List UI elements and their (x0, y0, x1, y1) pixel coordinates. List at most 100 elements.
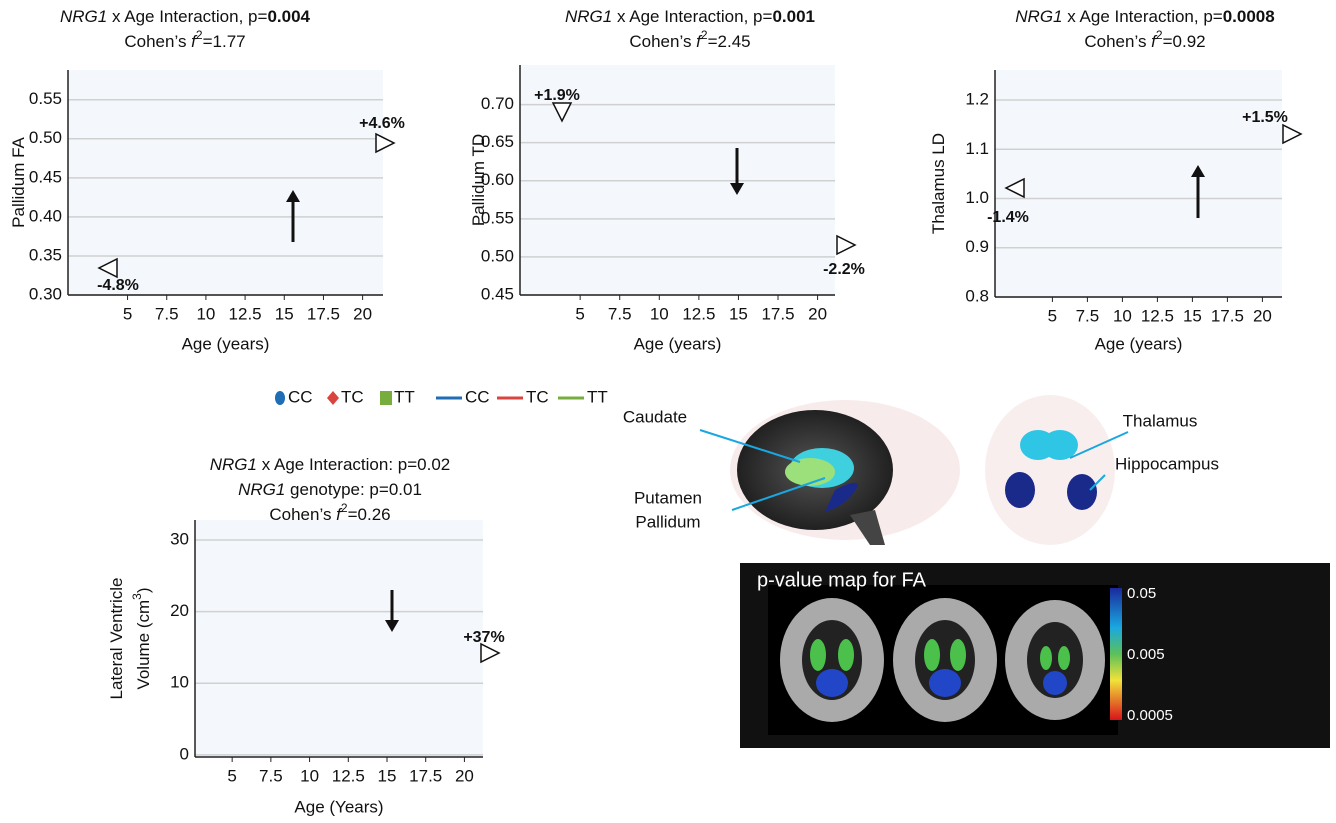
text-part: f (191, 32, 198, 51)
x-tick-label: 10 (1113, 306, 1132, 325)
text-part: 2 (341, 501, 348, 515)
y-tick-label: 20 (170, 601, 189, 620)
x-tick-label: 17.5 (409, 766, 442, 785)
label-hippocampus: Hippocampus (1115, 454, 1219, 473)
text-part: x Age Interaction, p= (1063, 7, 1223, 26)
legend-label: TT (587, 387, 608, 406)
y-axis-label: Lateral Ventricle (107, 578, 126, 700)
y-tick-label: 0.70 (481, 94, 514, 113)
text-part: NRG1 (565, 7, 612, 26)
text-part: ) (134, 587, 153, 593)
x-tick-label: 15 (275, 304, 294, 323)
arrow-head (730, 183, 744, 195)
legend-label: TT (394, 387, 415, 406)
legend-marker (275, 391, 285, 405)
text-part: 0.0008 (1223, 7, 1275, 26)
text-part: NRG1 (210, 455, 257, 474)
x-tick-label: 12.5 (682, 304, 715, 323)
text-part: x Age Interaction, p= (612, 7, 772, 26)
x-tick-label: 7.5 (259, 766, 283, 785)
chart-title: NRG1 x Age Interaction, p=0.0008 (1015, 7, 1274, 26)
y-tick-label: 0.55 (29, 89, 62, 108)
text-part: NRG1 (60, 7, 107, 26)
x-axis-label: Age (Years) (294, 797, 383, 816)
x-tick-label: 15 (1183, 306, 1202, 325)
colorbar-label: 0.005 (1127, 646, 1165, 663)
y-tick-label: 0.50 (481, 246, 514, 265)
label-pallidum: Pallidum (635, 512, 700, 531)
chart-title: Cohen’s f2=0.26 (269, 501, 390, 524)
text-part: Cohen’s (629, 32, 696, 51)
annotation: +37% (463, 629, 504, 646)
annotation: +4.6% (359, 115, 405, 132)
label-putamen: Putamen (634, 488, 702, 507)
text-part: =1.77 (203, 32, 246, 51)
text-part: 2 (196, 28, 203, 42)
text-part: 0.004 (267, 7, 310, 26)
x-tick-label: 10 (300, 766, 319, 785)
map-title: p-value map for FA (757, 569, 927, 591)
text-part: 3 (130, 593, 144, 600)
plot-area (995, 70, 1282, 297)
chart-title: Cohen’s f2=2.45 (629, 28, 750, 51)
legend-label: CC (288, 387, 313, 406)
text-part: NRG1 (1015, 7, 1062, 26)
plot-area (68, 70, 383, 295)
x-tick-label: 7.5 (155, 304, 179, 323)
annotation-marker (375, 132, 396, 154)
legend-label: TC (526, 387, 549, 406)
annotation: +1.5% (1242, 109, 1288, 126)
annotation-marker (836, 234, 857, 256)
y-tick-label: 0.45 (481, 284, 514, 303)
chart-title: NRG1 x Age Interaction, p=0.001 (565, 7, 815, 26)
text-part: x Age Interaction: p=0.02 (257, 455, 450, 474)
annotation: -4.8% (97, 277, 139, 294)
annotation: -1.4% (987, 209, 1029, 226)
chart-title: NRG1 x Age Interaction, p=0.004 (60, 7, 311, 26)
x-tick-label: 15 (378, 766, 397, 785)
text-part: =0.26 (348, 505, 391, 524)
y-tick-label: 0.45 (29, 167, 62, 186)
legend-marker (327, 391, 339, 405)
x-tick-label: 17.5 (1211, 306, 1244, 325)
text-part: Cohen’s (269, 505, 336, 524)
text-part: Pallidum FA (9, 136, 28, 227)
chart-title: NRG1 genotype: p=0.01 (238, 480, 422, 499)
colorbar-label: 0.05 (1127, 585, 1156, 602)
y-tick-label: 1.1 (965, 139, 989, 158)
chart-title: Cohen’s f2=1.77 (124, 28, 245, 51)
arrow-head (385, 620, 399, 632)
x-tick-label: 5 (1048, 306, 1057, 325)
text-part: NRG1 (238, 480, 285, 499)
text-part: 2 (701, 28, 708, 42)
anatomy-illustration (699, 395, 1330, 748)
label-caudate: Caudate (623, 407, 687, 426)
y-axis-label: Pallidum FA (9, 136, 28, 227)
annotation-marker (97, 257, 118, 279)
y-tick-label: 0 (180, 744, 189, 763)
text-part: Lateral Ventricle (107, 578, 126, 700)
y-tick-label: 1.0 (965, 188, 989, 207)
y-axis-label: Pallidum TD (469, 134, 488, 226)
x-tick-label: 20 (1253, 306, 1272, 325)
y-tick-label: 10 (170, 673, 189, 692)
y-tick-label: 0.35 (29, 245, 62, 264)
text-part: genotype: p=0.01 (285, 480, 422, 499)
chart-title: NRG1 x Age Interaction: p=0.02 (210, 455, 451, 474)
text-part: =2.45 (708, 32, 751, 51)
text-part: Cohen’s (124, 32, 191, 51)
x-tick-label: 20 (455, 766, 474, 785)
text-part: 2 (1156, 28, 1163, 42)
annotation: +1.9% (534, 87, 580, 104)
x-axis-label: Age (years) (1095, 334, 1183, 353)
annotation: -2.2% (823, 261, 865, 278)
chart-title: Cohen’s f2=0.92 (1084, 28, 1205, 51)
y-tick-label: 1.2 (965, 90, 989, 109)
x-tick-label: 12.5 (229, 304, 262, 323)
x-tick-label: 12.5 (1141, 306, 1174, 325)
x-tick-label: 17.5 (761, 304, 794, 323)
plot-area (195, 520, 483, 757)
y-axis-label: Thalamus LD (929, 133, 948, 234)
annotation-marker (1004, 177, 1025, 199)
text-part: Cohen’s (1084, 32, 1151, 51)
